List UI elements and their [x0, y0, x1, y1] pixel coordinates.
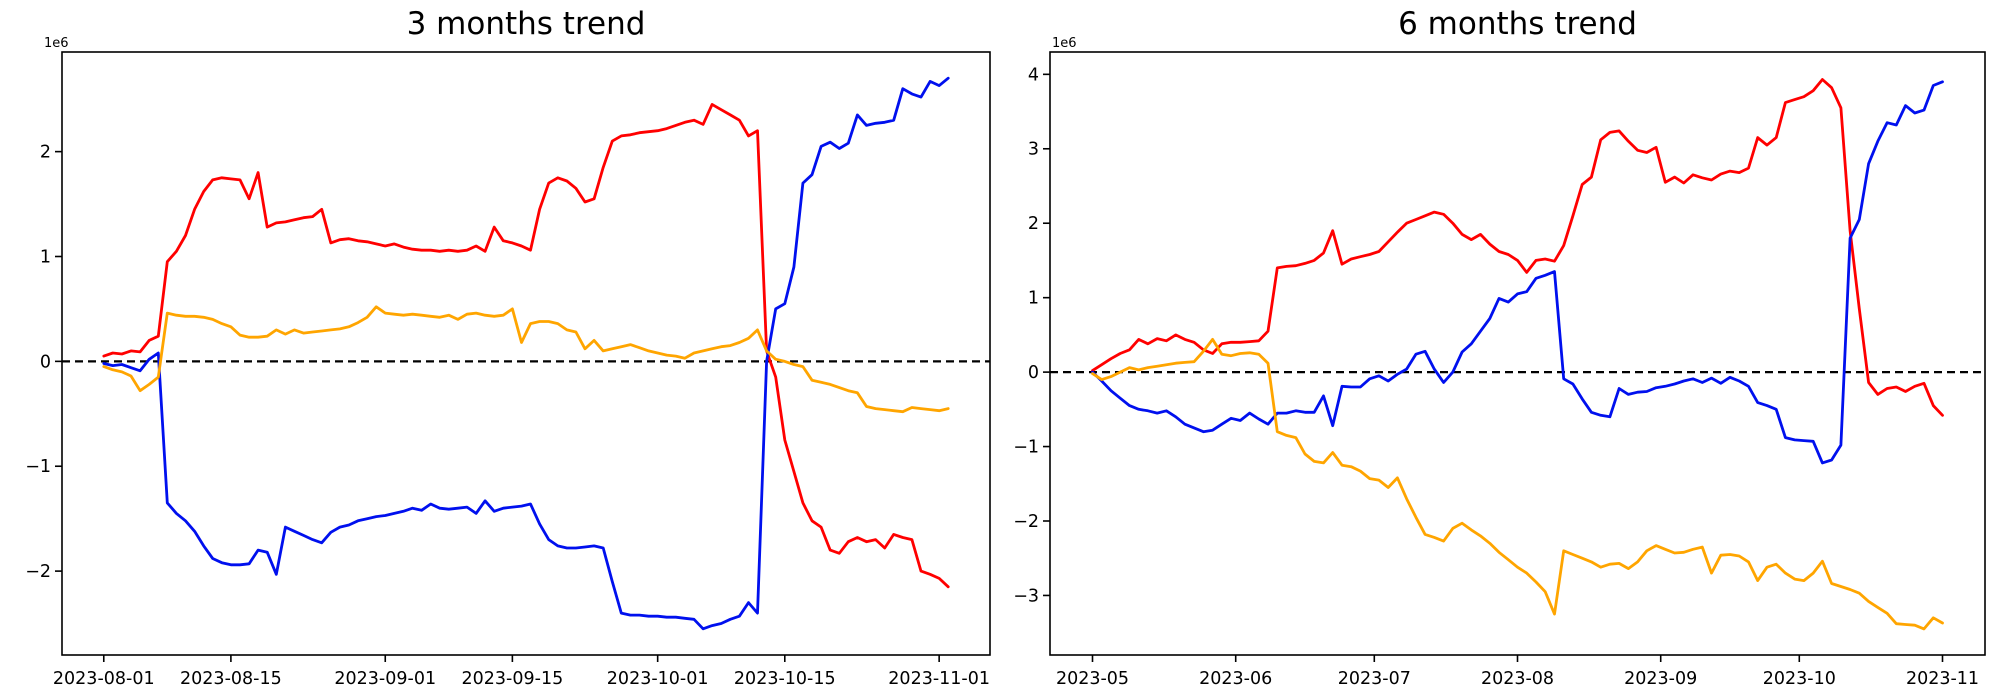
x-tick-label: 2023-08-15 [180, 669, 282, 689]
x-tick-label: 2023-09-15 [462, 669, 564, 689]
y-axis-offset-label-left: 1e6 [44, 36, 69, 51]
x-tick-label: 2023-09 [1624, 669, 1697, 689]
series-line-orange [1091, 337, 1944, 631]
chart-canvas: −2 −1 0 1 2 2023-08-01 2023-08-15 2023-09-01 202… [25, 51, 991, 689]
series-line-blue [1091, 80, 1944, 465]
y-tick-label: 0 [1028, 363, 1039, 383]
y-tick-label: 1 [1028, 289, 1039, 309]
y-tick-label: 2 [40, 143, 51, 163]
x-tick-label: 2023-07 [1338, 669, 1411, 689]
y-tick-label: 3 [1028, 140, 1039, 160]
axes-spines [61, 51, 991, 656]
series-line-blue [102, 76, 950, 631]
y-tick-label: −1 [1013, 438, 1039, 458]
chart-canvas: −3 −2 −1 0 1 2 3 4 2023-05 2023-06 2023-07 2023-08 2… [1013, 51, 1986, 689]
y-tick-label: 1 [40, 247, 51, 267]
x-tick-label: 2023-05 [1056, 669, 1129, 689]
x-tick-label: 2023-08-01 [53, 669, 155, 689]
y-tick-label: 2 [1028, 214, 1039, 234]
x-tick-label: 2023-10-01 [607, 669, 709, 689]
y-tick-label: −2 [25, 562, 51, 582]
series-line-red [102, 103, 950, 589]
chart-title-left: 3 months trend [406, 6, 646, 42]
x-tick-label: 2023-06 [1199, 669, 1272, 689]
y-tick-label: −3 [1013, 586, 1039, 606]
chart-6-months-trend: −3 −2 −1 0 1 2 3 4 2023-05 2023-06 2023-07 2023-08 2… [1000, 0, 2000, 700]
chart-title-right: 6 months trend [1398, 6, 1637, 42]
y-axis-offset-label-right: 1e6 [1052, 36, 1077, 51]
x-tick-label: 2023-09-01 [334, 669, 436, 689]
x-tick-label: 2023-08 [1481, 669, 1554, 689]
x-tick-label: 2023-11-01 [888, 669, 990, 689]
chart-3-months-trend: −2 −1 0 1 2 2023-08-01 2023-08-15 2023-09-01 202… [25, 51, 991, 689]
y-tick-label: −2 [1013, 512, 1039, 532]
y-tick-label: −1 [25, 457, 51, 477]
y-tick-label: 0 [40, 352, 51, 372]
x-tick-label: 2023-10-15 [734, 669, 836, 689]
x-tick-label: 2023-10 [1763, 669, 1836, 689]
y-tick-label: 4 [1028, 65, 1039, 85]
series-line-red [1091, 78, 1944, 417]
x-tick-label: 2023-11 [1906, 669, 1979, 689]
series-line-orange [102, 305, 950, 414]
